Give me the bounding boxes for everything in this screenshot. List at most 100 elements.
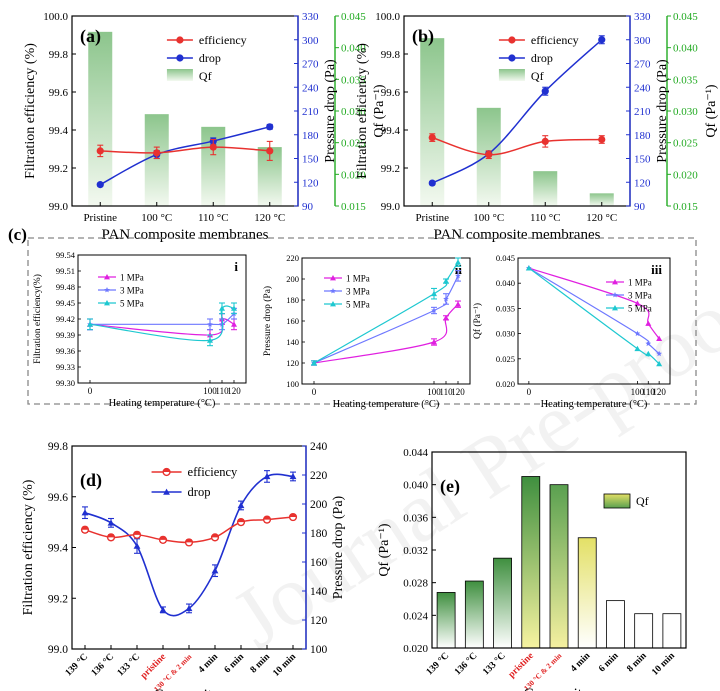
y-tick-label: 140 xyxy=(286,337,299,347)
x-axis-title: Heating temperature (°C) xyxy=(541,399,648,410)
efficiency-point xyxy=(153,149,161,157)
x-tick-label: 0 xyxy=(527,387,532,397)
pressure-tick-label: 300 xyxy=(302,35,319,47)
series-point xyxy=(431,290,437,297)
legend-marker xyxy=(612,305,618,311)
series-line-1 xyxy=(528,267,660,355)
y-axis-title: Qf (Pa⁻¹) xyxy=(472,303,483,339)
legend-label: 1 MPa xyxy=(346,274,370,284)
qf-bar xyxy=(521,476,541,649)
left-tick-label: 99.4 xyxy=(381,125,401,137)
x-category-label: 120 °C xyxy=(254,212,285,224)
x-category-label: 120 °C xyxy=(586,212,617,224)
pressure-tick-label: 200 xyxy=(310,499,328,511)
legend-marker xyxy=(612,279,618,285)
pressure-tick-label: 180 xyxy=(302,130,319,142)
x-tick-label: 0 xyxy=(88,386,93,396)
qf-bar xyxy=(493,557,512,649)
y-axis-title: Qf (Pa⁻¹) xyxy=(377,523,392,577)
left-tick-label: 99.4 xyxy=(48,543,68,555)
legend-label: 5 MPa xyxy=(120,299,144,309)
left-tick-label: 99.8 xyxy=(49,49,69,61)
drop-point xyxy=(81,509,89,516)
panel-label: (d) xyxy=(80,470,102,491)
efficiency-point-fill xyxy=(159,536,167,540)
y-tick-label: 99.48 xyxy=(56,282,75,292)
pressure-tick-label: 180 xyxy=(634,130,651,142)
legend-marker xyxy=(330,275,336,281)
series-line-0 xyxy=(89,318,235,336)
x-tick-label: 100 xyxy=(631,387,645,397)
y-axis-title: Filtration efficiency(%) xyxy=(32,274,43,364)
series-point xyxy=(311,360,317,366)
y-tick-label: 0.025 xyxy=(496,354,515,364)
series-line-0 xyxy=(528,267,660,339)
series-point xyxy=(219,305,225,311)
left-tick-label: 99.0 xyxy=(49,201,69,213)
qf-bar xyxy=(662,613,682,649)
x-axis-title: Heating temperature (°C) xyxy=(333,399,440,410)
qf-bar xyxy=(420,38,445,206)
pressure-tick-label: 330 xyxy=(302,11,319,23)
pressure-tick-label: 150 xyxy=(634,154,651,166)
efficiency-series-line xyxy=(432,136,602,156)
left-tick-label: 99.2 xyxy=(49,163,68,175)
pressure-tick-label: 140 xyxy=(310,586,328,598)
y-tick-label: 0.036 xyxy=(403,512,428,524)
pressure-tick-label: 300 xyxy=(634,35,651,47)
series-point xyxy=(645,340,652,347)
x-category-label: 100 °C xyxy=(141,212,172,224)
left-tick-label: 99.6 xyxy=(49,87,69,99)
qf-tick-label: 0.015 xyxy=(673,201,698,213)
y-tick-label: 0.030 xyxy=(496,329,515,339)
y-tick-label: 0.035 xyxy=(496,303,515,313)
series-point xyxy=(443,295,449,302)
y-tick-label: 220 xyxy=(286,253,299,263)
chart-panel-c-iii: 0.020 0.025 0.030 0.035 0.040 0.045 0 100110120… xyxy=(472,253,671,410)
drop-point xyxy=(133,542,141,549)
legend-qf-swatch xyxy=(603,493,631,509)
left-axis-title: Filtration efficiency (%) xyxy=(23,43,38,179)
qf-bar xyxy=(88,31,113,207)
qf-bar xyxy=(549,484,569,649)
legend-qf-swatch xyxy=(498,69,525,81)
left-tick-label: 99.4 xyxy=(49,125,69,137)
qf-bar xyxy=(577,537,597,649)
left-tick-label: 99.0 xyxy=(48,644,68,656)
left-tick-label: 100.0 xyxy=(43,11,68,23)
pressure-axis-title: Pressure drop (Pa) xyxy=(323,59,338,163)
x-axis-title: Composites xyxy=(154,687,225,691)
y-tick-label: 100 xyxy=(286,379,299,389)
qf-tick-label: 0.020 xyxy=(341,169,366,181)
legend-marker xyxy=(330,301,336,307)
pressure-axis-title: Pressure drop (Pa) xyxy=(655,59,670,163)
legend-label: 1 MPa xyxy=(120,273,144,283)
x-category-label: 110 °C xyxy=(198,212,229,224)
qf-bar xyxy=(606,600,625,649)
drop-point xyxy=(211,567,219,574)
qf-bar xyxy=(589,193,614,206)
legend-label: 3 MPa xyxy=(346,287,370,297)
y-tick-label: 99.33 xyxy=(56,362,75,372)
pressure-tick-label: 120 xyxy=(302,177,319,189)
y-tick-label: 160 xyxy=(286,316,299,326)
x-tick-label: 110 xyxy=(642,387,656,397)
left-tick-label: 99.6 xyxy=(381,87,401,99)
chart-panel-e: 0.020 0.024 0.028 0.032 0.036 0.040 0.044 139 °… xyxy=(377,447,687,691)
left-tick-label: 99.0 xyxy=(381,201,401,213)
legend-drop-marker xyxy=(176,54,184,62)
efficiency-point-fill xyxy=(133,531,141,535)
qf-tick-label: 0.035 xyxy=(341,74,366,86)
y-tick-label: 0.044 xyxy=(403,447,428,459)
qf-tick-label: 0.045 xyxy=(673,11,698,23)
drop-point xyxy=(96,181,104,189)
drop-point xyxy=(428,179,436,187)
y-tick-label: 0.020 xyxy=(496,379,515,389)
legend-marker xyxy=(330,288,336,294)
x-tick-label: 120 xyxy=(451,387,465,397)
qf-tick-label: 0.025 xyxy=(341,138,366,150)
series-line-0 xyxy=(313,303,459,364)
series-point xyxy=(455,259,461,265)
y-tick-label: 0.040 xyxy=(496,278,515,288)
qf-tick-label: 0.040 xyxy=(673,43,698,55)
